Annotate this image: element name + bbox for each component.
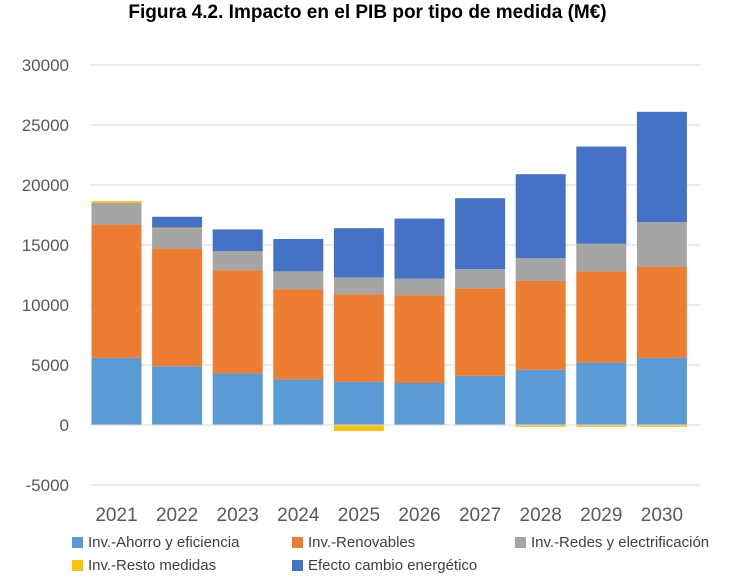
bar-segment xyxy=(576,362,627,425)
x-tick-label: 2021 xyxy=(95,505,137,526)
y-tick-label: 25000 xyxy=(22,116,69,135)
bar-segment xyxy=(515,369,566,425)
y-tick-label: 10000 xyxy=(22,296,69,315)
bar-segment xyxy=(576,243,627,272)
bar-segment xyxy=(273,289,324,380)
y-tick-label: 20000 xyxy=(22,176,69,195)
bar-segment xyxy=(515,258,566,281)
x-tick-label: 2023 xyxy=(217,505,259,526)
x-tick-label: 2022 xyxy=(156,505,198,526)
x-tick-label: 2027 xyxy=(459,505,501,526)
bar-segment xyxy=(394,278,445,296)
bar-segment xyxy=(636,357,687,425)
bar-segment xyxy=(212,251,263,271)
bar-segment xyxy=(515,281,566,370)
bar-segment xyxy=(91,203,142,225)
bar-segment xyxy=(152,366,203,425)
bar-segment xyxy=(212,229,263,251)
bar-segment xyxy=(636,425,687,427)
bar-segment xyxy=(333,228,384,278)
x-axis-ticks: 2021 2022 2023 2024 2025 2026 2027 2028 2029 2030 xyxy=(95,505,683,526)
bar-segment xyxy=(152,228,203,249)
bar-segment xyxy=(455,198,506,269)
bar-segment xyxy=(333,381,384,425)
bar-segment xyxy=(394,383,445,425)
y-tick-label: -5000 xyxy=(26,476,69,495)
chart-title: Figura 4.2. Impacto en el PIB por tipo d… xyxy=(128,2,607,23)
y-tick-label: 15000 xyxy=(22,236,69,255)
bar-segment xyxy=(636,111,687,223)
bar-segment xyxy=(576,146,627,244)
x-tick-label: 2025 xyxy=(338,505,380,526)
bar-segment xyxy=(273,379,324,425)
bar-segment xyxy=(636,222,687,267)
bar-segment xyxy=(152,248,203,367)
bar-segment xyxy=(394,218,445,279)
bar-segment xyxy=(576,271,627,363)
y-tick-label: 0 xyxy=(60,416,69,435)
bar-segment xyxy=(273,271,324,290)
bar-segment xyxy=(576,425,627,427)
bar-segment xyxy=(212,373,263,425)
bar-segment xyxy=(333,425,384,431)
x-tick-label: 2028 xyxy=(520,505,562,526)
bar-segment xyxy=(152,227,203,229)
x-tick-label: 2024 xyxy=(277,505,320,526)
bar-segment xyxy=(515,425,566,427)
bar-segment xyxy=(91,357,142,425)
bar-segment xyxy=(636,266,687,358)
x-tick-label: 2026 xyxy=(398,505,440,526)
bar-segment xyxy=(333,277,384,295)
bar-segment xyxy=(455,288,506,376)
y-tick-label: 5000 xyxy=(31,356,69,375)
y-axis-ticks: -5000 0 5000 10000 15000 20000 25000 30000 xyxy=(22,56,69,495)
x-tick-label: 2030 xyxy=(641,505,683,526)
bar-segment xyxy=(394,295,445,383)
bar-segment xyxy=(91,224,142,358)
bar-segment xyxy=(212,270,263,374)
y-tick-label: 30000 xyxy=(22,56,69,75)
bar-segment xyxy=(515,174,566,259)
bar-segment xyxy=(273,239,324,272)
x-tick-label: 2029 xyxy=(580,505,622,526)
bar-segment xyxy=(152,216,203,228)
bars xyxy=(90,111,700,431)
bar-segment xyxy=(455,269,506,289)
bar-segment xyxy=(333,294,384,382)
bar-segment xyxy=(91,201,142,203)
bar-segment xyxy=(455,375,506,425)
